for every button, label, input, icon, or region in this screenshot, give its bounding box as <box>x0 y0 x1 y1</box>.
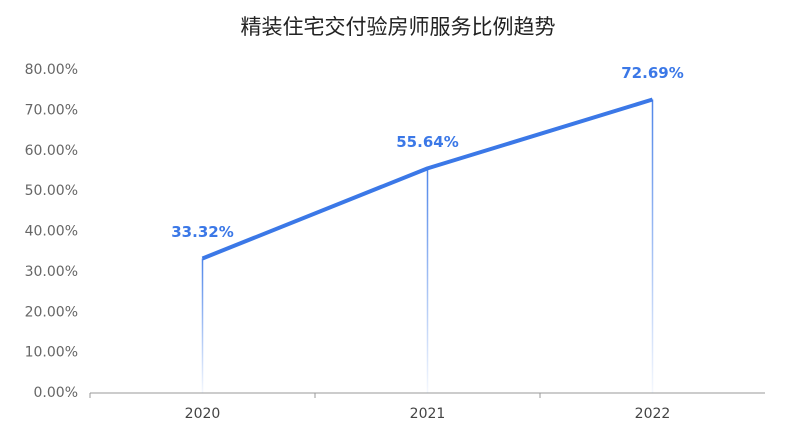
y-tick-label: 40.00% <box>25 224 78 240</box>
x-tick-label: 2020 <box>185 406 221 422</box>
y-tick-label: 30.00% <box>25 264 78 280</box>
y-tick-label: 70.00% <box>25 102 78 118</box>
drop-line <box>426 168 429 393</box>
y-tick-label: 10.00% <box>25 345 78 361</box>
data-label: 72.69% <box>621 64 683 82</box>
y-tick-label: 60.00% <box>25 143 78 159</box>
drop-line <box>651 99 654 393</box>
drop-line <box>201 258 204 393</box>
y-tick-label: 50.00% <box>25 183 78 199</box>
x-tick-label: 2021 <box>410 406 446 422</box>
data-label: 33.32% <box>171 223 233 241</box>
x-tick-label: 2022 <box>635 406 671 422</box>
data-label: 55.64% <box>396 133 458 151</box>
y-tick-label: 0.00% <box>34 385 78 401</box>
line <box>201 97 654 261</box>
y-tick-label: 20.00% <box>25 304 78 320</box>
y-tick-label: 80.00% <box>25 62 78 78</box>
chart-title: 精装住宅交付验房师服务比例趋势 <box>241 15 556 39</box>
